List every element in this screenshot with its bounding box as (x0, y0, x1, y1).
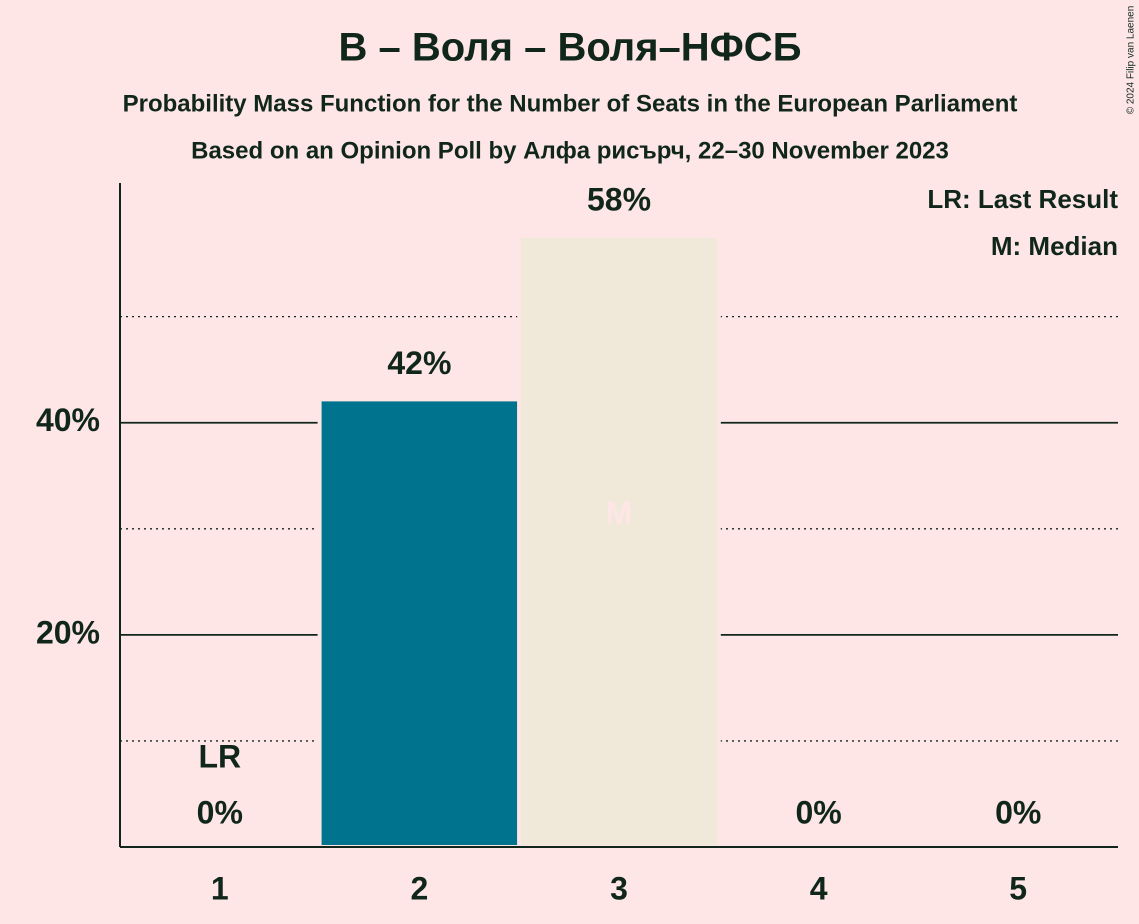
value-label: 0% (197, 794, 243, 830)
annotation: LR (198, 738, 241, 774)
chart-title: В – Воля – Воля–НФСБ (339, 26, 802, 70)
bar (517, 234, 721, 849)
value-label: 0% (995, 794, 1041, 830)
copyright: © 2024 Filip van Laenen (1126, 6, 1137, 115)
legend-entry: M: Median (991, 231, 1118, 261)
x-tick-label: 2 (411, 870, 429, 906)
x-tick-label: 1 (211, 870, 229, 906)
chart-subtitle: Based on an Opinion Poll by Алфа рисърч,… (191, 137, 949, 164)
value-label: 0% (795, 794, 841, 830)
y-tick-label: 40% (36, 402, 100, 438)
bar (317, 397, 522, 849)
chart-subtitle: Probability Mass Function for the Number… (123, 90, 1018, 117)
y-tick-label: 20% (36, 614, 100, 650)
x-tick-label: 5 (1009, 870, 1027, 906)
x-tick-label: 4 (810, 870, 828, 906)
annotation: M (606, 495, 633, 531)
x-tick-label: 3 (610, 870, 628, 906)
value-label: 42% (387, 345, 451, 381)
value-label: 58% (587, 181, 651, 217)
legend-entry: LR: Last Result (927, 184, 1118, 214)
